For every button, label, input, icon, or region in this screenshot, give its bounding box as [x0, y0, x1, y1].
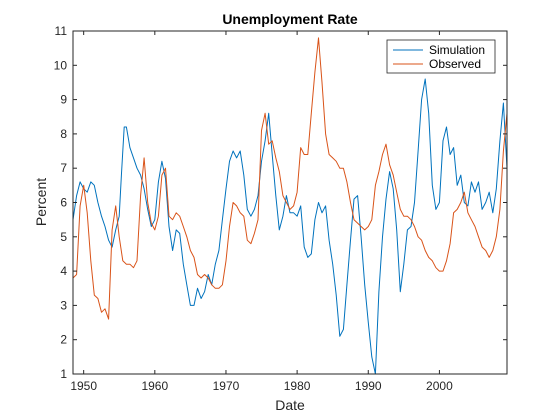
x-tick-label: 1960: [141, 379, 168, 393]
x-tick-label: 1990: [355, 379, 382, 393]
legend: Simulation Observed: [386, 39, 496, 74]
y-tick-label: 3: [60, 298, 67, 312]
plot-area-background: [73, 31, 507, 374]
y-tick-label: 6: [60, 196, 67, 210]
ticks-layer: [73, 30, 507, 375]
x-tick-label: 1950: [70, 379, 97, 393]
chart-title: Unemployment Rate: [222, 11, 358, 27]
legend-label-simulation: Simulation: [429, 43, 485, 57]
legend-box: [386, 39, 496, 74]
tick-labels-layer: 1950 1960 1970 1980 1990 2000 1 2 3 4 5 6 7 8 9 10 11: [54, 24, 453, 393]
x-tick-label: 1970: [213, 379, 240, 393]
axes-box: [72, 30, 508, 375]
y-tick-label: 1: [60, 367, 67, 381]
x-tick-label: 1980: [284, 379, 311, 393]
y-tick-label: 7: [60, 161, 67, 175]
y-tick-label: 10: [54, 58, 68, 72]
y-tick-label: 4: [60, 264, 67, 278]
y-axis-label: Percent: [33, 178, 49, 226]
y-tick-label: 9: [60, 93, 67, 107]
y-tick-label: 11: [55, 24, 68, 38]
series-line-observed: [72, 37, 508, 320]
legend-label-observed: Observed: [429, 57, 481, 71]
series-layer: [72, 37, 508, 375]
x-tick-label: 2000: [426, 379, 453, 393]
x-axis-label: Date: [275, 397, 305, 413]
y-tick-label: 5: [60, 230, 67, 244]
y-tick-label: 8: [60, 127, 67, 141]
y-tick-label: 2: [60, 333, 67, 347]
